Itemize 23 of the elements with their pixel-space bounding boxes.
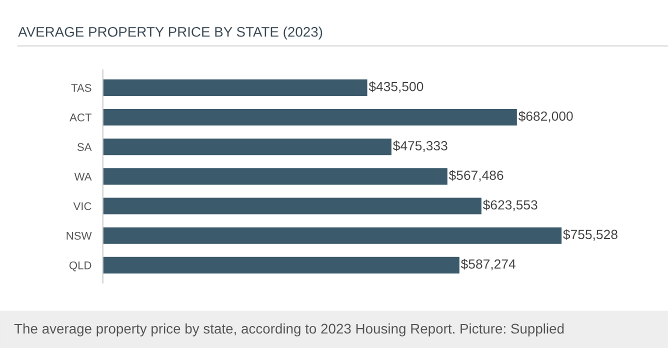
- y-tick-label: QLD: [69, 261, 92, 272]
- data-label: $475,333: [392, 140, 448, 152]
- bar: [102, 138, 392, 156]
- y-tick-label: ACT: [70, 114, 92, 122]
- data-label: $682,000: [518, 110, 573, 122]
- data-label: $623,553: [482, 200, 538, 212]
- y-tick-label: SA: [77, 143, 92, 151]
- bar: [102, 79, 368, 96]
- y-tick-label: NSW: [66, 232, 92, 240]
- bar: [102, 256, 460, 274]
- bar: [102, 227, 562, 244]
- data-label: $435,500: [368, 81, 424, 93]
- text: The average property price by state, according to 2023 Housing Report. Picture: Supplied: [14, 323, 564, 336]
- y-tick-label: VIC: [73, 202, 92, 210]
- bar: [102, 198, 482, 214]
- y-tick-label: WA: [74, 172, 92, 180]
- bar: [102, 168, 448, 185]
- y-tick-label: TAS: [71, 84, 92, 92]
- data-label: $587,274: [460, 258, 516, 270]
- bar: [102, 108, 517, 126]
- data-label: $567,486: [448, 170, 504, 182]
- chart-title: AVERAGE PROPERTY PRICE BY STATE (2023): [18, 26, 322, 40]
- data-label: $755,528: [563, 229, 618, 241]
